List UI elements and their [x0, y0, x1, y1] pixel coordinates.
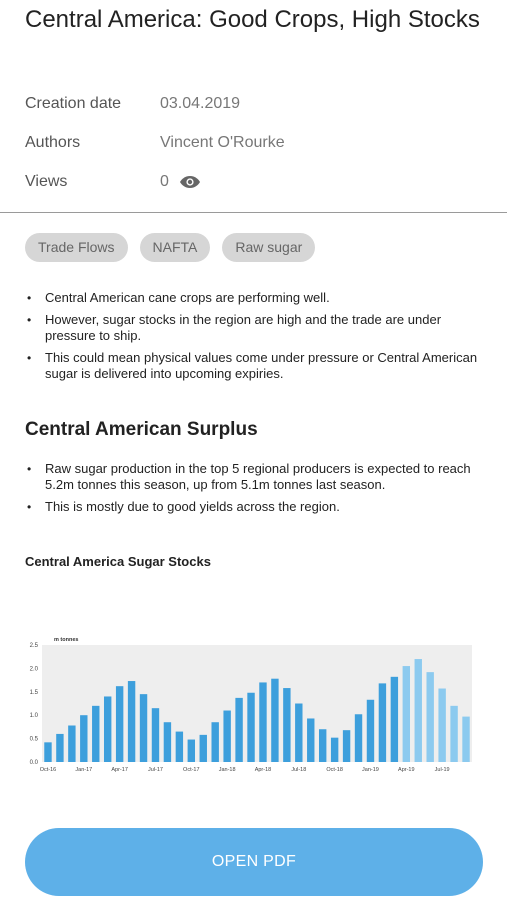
x-tick-label: Jan-17 — [75, 767, 92, 773]
chart-bar — [330, 737, 339, 762]
section-list: Raw sugar production in the top 5 region… — [25, 461, 480, 521]
chart-bar — [211, 722, 219, 762]
chart-bar — [68, 725, 76, 762]
chart-bar — [402, 666, 411, 762]
tag-nafta[interactable]: NAFTA — [139, 233, 211, 262]
chart-title: Central America Sugar Stocks — [25, 554, 211, 569]
x-tick-label: Apr-17 — [111, 767, 128, 773]
tag-raw-sugar[interactable]: Raw sugar — [222, 233, 316, 262]
chart-bar — [259, 682, 267, 762]
section-heading: Central American Surplus — [25, 419, 258, 440]
y-axis-label: m tonnes — [54, 637, 78, 643]
authors-value[interactable]: Vincent O'Rourke — [160, 134, 285, 151]
x-tick-label: Oct-18 — [326, 767, 343, 773]
chart-bar — [247, 692, 255, 762]
tag-trade-flows[interactable]: Trade Flows — [25, 233, 128, 262]
chart-bar — [366, 699, 375, 762]
chart-bar — [450, 705, 458, 762]
x-tick-label: Jul-17 — [148, 767, 163, 773]
summary-item: Central American cane crops are performi… — [25, 290, 480, 306]
chart-bar — [414, 659, 422, 762]
chart-bar — [44, 742, 52, 762]
chart-bar — [235, 697, 243, 762]
chart-bar — [175, 731, 184, 762]
chart-bar — [56, 733, 64, 762]
y-tick-label: 1.5 — [30, 690, 39, 696]
chart-bar — [163, 722, 172, 762]
summary-item: This could mean physical values come und… — [25, 350, 480, 382]
creation-date-label: Creation date — [25, 95, 122, 112]
summary-item: However, sugar stocks in the region are … — [25, 312, 480, 344]
chart-bar — [187, 739, 196, 762]
eye-icon — [180, 176, 201, 188]
chart-bar — [378, 683, 387, 762]
x-tick-label: Apr-19 — [398, 767, 415, 773]
y-tick-label: 2.5 — [30, 643, 39, 649]
plot-area — [42, 645, 472, 762]
section-item: This is mostly due to good yields across… — [25, 499, 480, 515]
open-pdf-button[interactable]: OPEN PDF — [25, 828, 483, 896]
x-tick-label: Jul-18 — [291, 767, 306, 773]
chart-bar — [139, 694, 148, 762]
y-tick-label: 2.0 — [30, 666, 39, 672]
x-tick-label: Apr-18 — [255, 767, 272, 773]
y-tick-label: 1.0 — [30, 713, 39, 719]
chart-bar — [127, 681, 136, 762]
views-label: Views — [25, 173, 68, 190]
chart-bar — [438, 688, 446, 762]
chart-bar — [307, 718, 315, 762]
chart-bar — [342, 730, 351, 762]
chart-bar — [426, 672, 434, 762]
article-title: Central America: Good Crops, High Stocks — [25, 6, 480, 33]
authors-label: Authors — [25, 134, 81, 151]
summary-list: Central American cane crops are performi… — [25, 290, 480, 388]
x-tick-label: Oct-16 — [40, 767, 57, 773]
chart-bar — [223, 710, 231, 762]
section-item: Raw sugar production in the top 5 region… — [25, 461, 480, 493]
chart-bar — [295, 703, 303, 762]
views-count: 0 — [160, 173, 169, 190]
sugar-stocks-chart: m tonnes 0.0 0.5 1.0 1.5 2.0 2.5 Oct-16 Jan-17… — [30, 637, 472, 773]
chart-bar — [390, 676, 399, 762]
chart-bar — [115, 686, 124, 762]
chart-bar — [354, 714, 363, 762]
x-tick-label: Jul-19 — [435, 767, 450, 773]
y-tick-label: 0.5 — [30, 737, 39, 743]
x-tick-label: Oct-17 — [183, 767, 200, 773]
creation-date-value: 03.04.2019 — [160, 95, 241, 112]
x-tick-label: Jan-19 — [362, 767, 379, 773]
chart-bar — [92, 705, 100, 762]
chart-bar — [103, 696, 112, 762]
chart-bar — [199, 734, 207, 762]
chart-bar — [80, 715, 88, 762]
views-value-wrap: 0 — [160, 173, 201, 191]
tag-list: Trade Flows NAFTA Raw sugar — [25, 233, 316, 262]
chart-bar — [151, 708, 160, 762]
x-tick-label: Jan-18 — [219, 767, 236, 773]
chart-bar — [462, 716, 470, 762]
y-tick-label: 0.0 — [30, 760, 39, 766]
divider — [0, 212, 507, 213]
chart-bar — [318, 729, 327, 762]
chart-bar — [283, 688, 291, 762]
chart-bar — [271, 678, 279, 762]
